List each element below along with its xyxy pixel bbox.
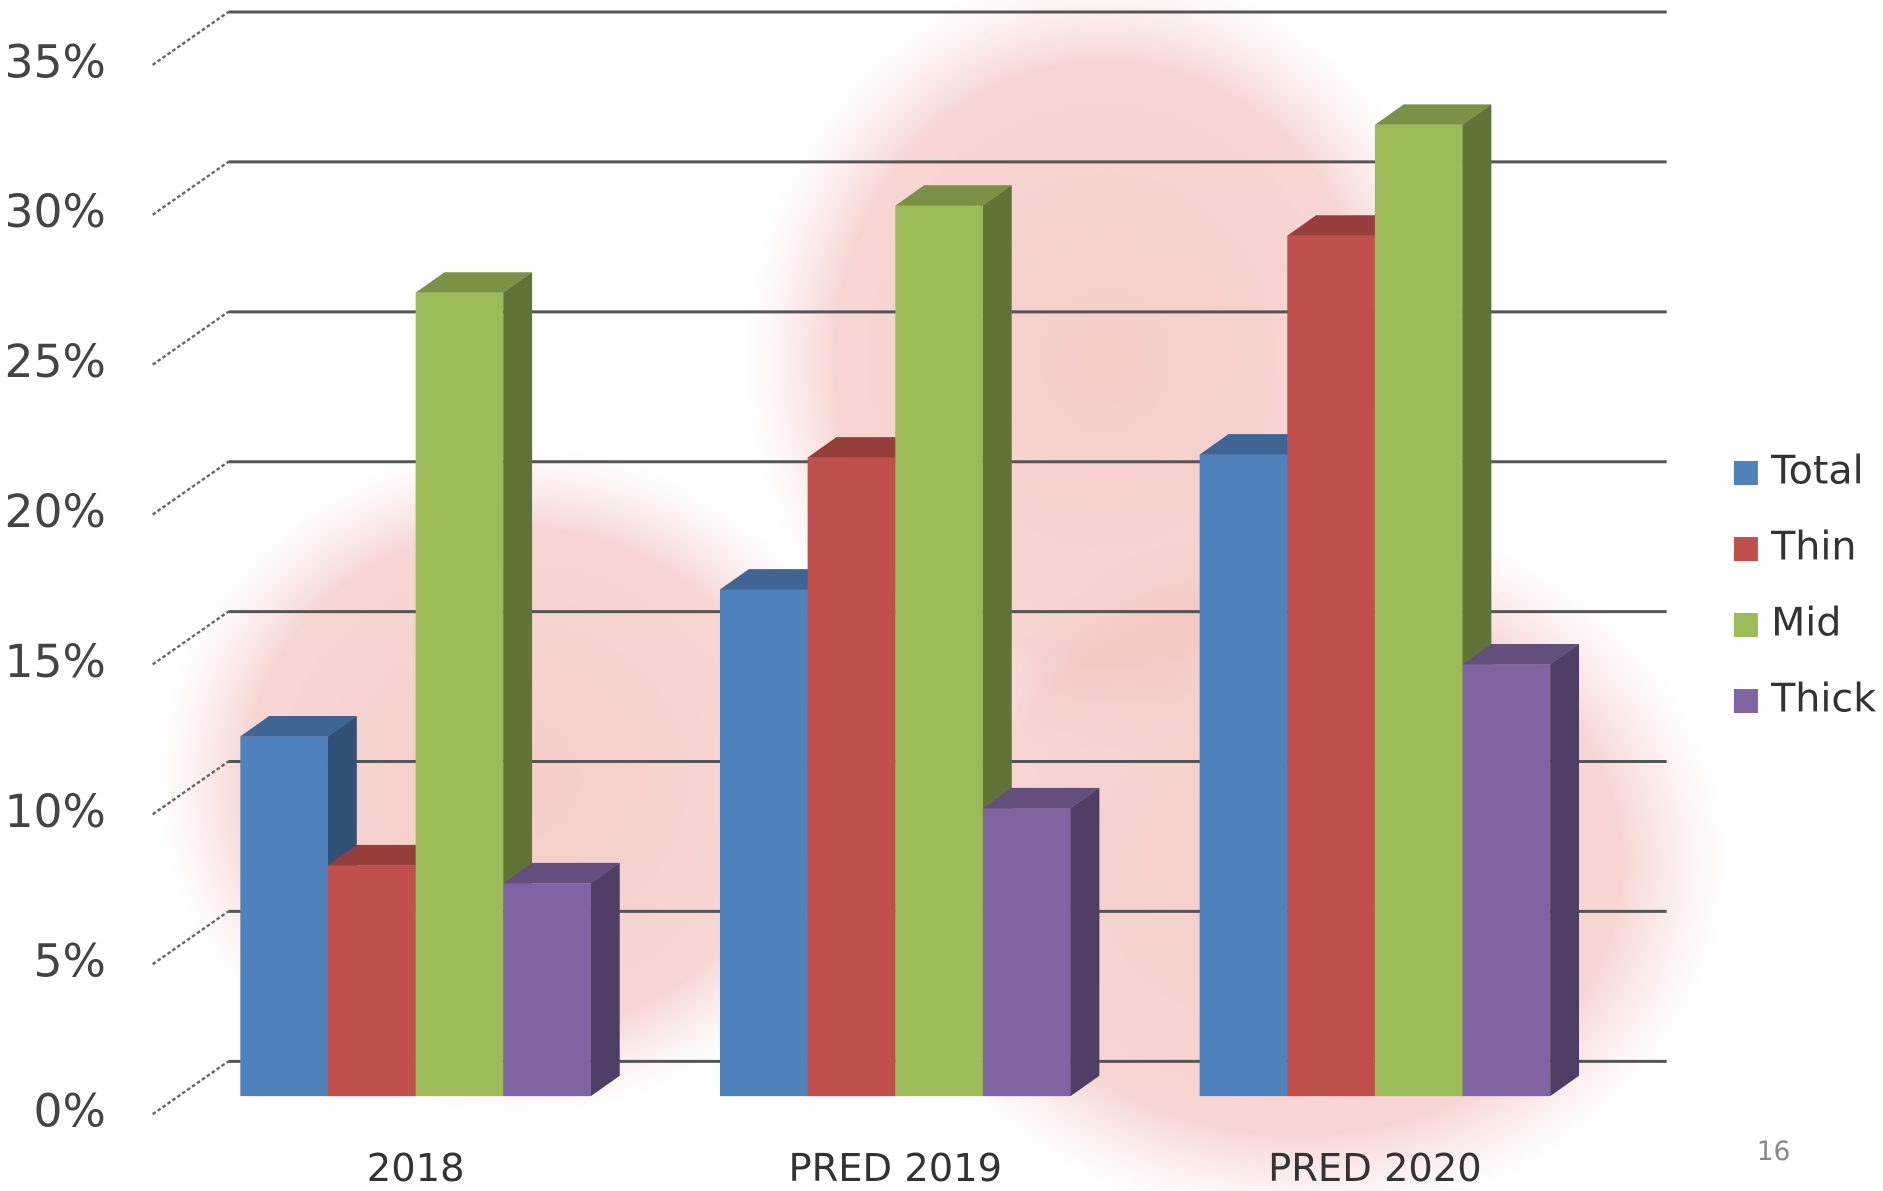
bar-front: [328, 865, 416, 1096]
bars: [240, 104, 1579, 1096]
y-tick-label: 10%: [5, 785, 106, 838]
axis-tick: [153, 312, 229, 365]
bar-front: [1463, 664, 1551, 1096]
bar-front: [895, 206, 983, 1096]
legend-swatch: [1734, 537, 1758, 561]
bar-side: [1550, 644, 1579, 1096]
x-tick-label: 2018: [367, 1146, 465, 1191]
legend-swatch: [1734, 689, 1758, 713]
bar-front: [983, 808, 1071, 1096]
page-number: 16: [1757, 1136, 1791, 1167]
y-tick-label: 15%: [5, 635, 106, 688]
bar-front: [720, 589, 808, 1096]
legend-label: Mid: [1771, 600, 1841, 646]
y-tick-label: 0%: [34, 1085, 106, 1138]
bar-front: [1200, 455, 1288, 1097]
legend-label: Thin: [1770, 524, 1856, 570]
legend-swatch: [1734, 461, 1758, 485]
y-tick-label: 25%: [5, 335, 106, 388]
legend-label: Thick: [1770, 676, 1876, 722]
x-tick-label: PRED 2019: [788, 1146, 1002, 1191]
axis-tick: [153, 1061, 229, 1114]
y-tick-label: 20%: [5, 485, 106, 538]
bar-front: [503, 883, 591, 1096]
axis-tick: [153, 462, 229, 515]
bar-front: [240, 736, 328, 1096]
y-tick-label: 35%: [5, 35, 106, 88]
bar-front: [808, 458, 896, 1097]
legend-swatch: [1734, 613, 1758, 637]
chart: 0% 5% 10% 15% 20% 25% 30% 35% 2018 PRED 2019 PRED …: [0, 0, 1883, 1191]
axis-tick: [153, 12, 229, 65]
page: {"chart_data": {"type": "bar3d", "catego…: [0, 0, 1883, 1191]
axis-tick: [153, 162, 229, 215]
bar-front: [1375, 125, 1463, 1096]
bar-side: [1071, 788, 1100, 1096]
bar-front: [416, 293, 504, 1096]
bar-front: [1287, 236, 1375, 1096]
y-tick-label: 30%: [5, 185, 106, 238]
y-tick-label: 5%: [34, 935, 106, 988]
bar-side: [591, 863, 620, 1096]
legend-label: Total: [1770, 448, 1864, 494]
x-tick-label: PRED 2020: [1268, 1146, 1482, 1191]
